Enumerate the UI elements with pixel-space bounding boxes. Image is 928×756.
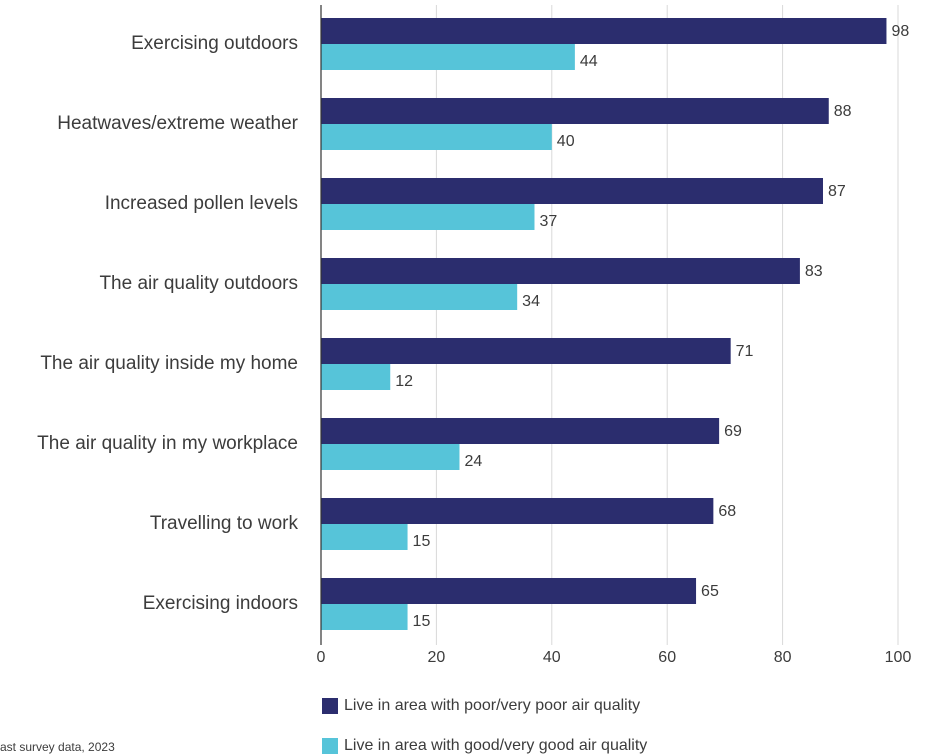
value-label: 40	[557, 133, 575, 150]
x-tick-label: 20	[428, 649, 446, 666]
value-label: 71	[736, 343, 754, 360]
x-tick-label: 80	[774, 649, 792, 666]
bar	[321, 498, 714, 524]
bar	[321, 338, 731, 364]
bar	[321, 258, 800, 284]
bar	[321, 44, 575, 70]
bar	[321, 18, 887, 44]
bar	[321, 604, 408, 630]
x-tick-label: 100	[885, 649, 912, 666]
category-label: The air quality in my workplace	[37, 433, 298, 454]
bar	[321, 204, 535, 230]
x-tick-label: 0	[317, 649, 326, 666]
bar	[321, 524, 408, 550]
value-label: 15	[413, 613, 431, 630]
value-label: 88	[834, 103, 852, 120]
value-label: 24	[464, 453, 482, 470]
bar	[321, 98, 829, 124]
bar	[321, 124, 552, 150]
value-label: 12	[395, 373, 413, 390]
legend-label: Live in area with good/very good air qua…	[344, 737, 647, 754]
value-label: 87	[828, 183, 846, 200]
value-label: 69	[724, 423, 742, 440]
category-label: Heatwaves/extreme weather	[57, 113, 298, 134]
bar	[321, 284, 518, 310]
value-label: 98	[891, 23, 909, 40]
category-label: Increased pollen levels	[105, 193, 298, 214]
legend-swatch	[322, 738, 338, 754]
value-label: 37	[539, 213, 557, 230]
bar	[321, 178, 823, 204]
x-tick-label: 60	[658, 649, 676, 666]
bar	[321, 578, 697, 604]
category-label: Exercising outdoors	[131, 33, 298, 54]
value-label: 68	[718, 503, 736, 520]
value-label: 34	[522, 293, 540, 310]
value-label: 83	[805, 263, 823, 280]
category-label: The air quality outdoors	[99, 273, 298, 294]
value-label: 15	[413, 533, 431, 550]
x-tick-label: 40	[543, 649, 561, 666]
value-label: 44	[580, 53, 598, 70]
bar	[321, 418, 720, 444]
value-label: 65	[701, 583, 719, 600]
category-label: Travelling to work	[150, 513, 299, 534]
source-note: ast survey data, 2023	[0, 740, 115, 754]
bar	[321, 444, 460, 470]
legend-swatch	[322, 698, 338, 714]
bar	[321, 364, 391, 390]
category-label: Exercising indoors	[143, 593, 298, 614]
category-label: The air quality inside my home	[40, 353, 298, 374]
legend-label: Live in area with poor/very poor air qua…	[344, 697, 640, 714]
